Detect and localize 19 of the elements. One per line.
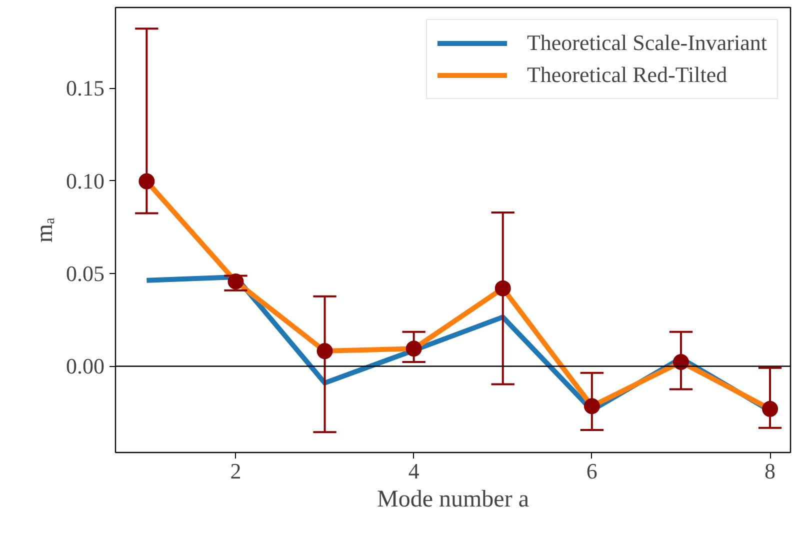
x-tick-label: 6 bbox=[586, 458, 598, 484]
y-axis-title: mₐ bbox=[32, 216, 58, 243]
point bbox=[138, 173, 155, 190]
y-tick-label: 0.10 bbox=[66, 168, 104, 194]
y-tick-label: 0.00 bbox=[66, 354, 104, 379]
y-tick-label: 0.15 bbox=[66, 76, 104, 101]
x-tick-label: 2 bbox=[230, 458, 242, 484]
point bbox=[406, 340, 422, 357]
point bbox=[584, 398, 600, 414]
legend-label: Theoretical Red-Tilted bbox=[526, 62, 728, 88]
x-tick-label: 8 bbox=[764, 458, 776, 484]
point bbox=[494, 280, 511, 296]
x-axis-title: Mode number a bbox=[377, 486, 530, 512]
x-tick-label: 4 bbox=[408, 458, 420, 484]
point bbox=[316, 343, 333, 360]
y-tick-label: 0.05 bbox=[66, 261, 104, 286]
point bbox=[762, 400, 778, 417]
legend-label: Theoretical Scale-Invariant bbox=[526, 30, 767, 56]
point bbox=[228, 273, 244, 290]
